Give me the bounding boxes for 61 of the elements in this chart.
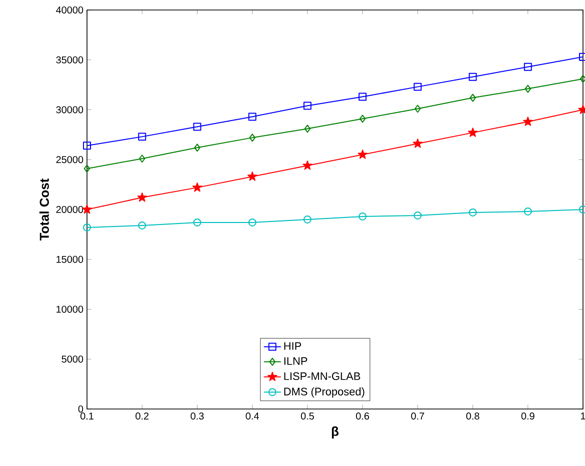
point <box>468 72 477 81</box>
point <box>193 218 202 226</box>
legend-label: DMS (Proposed) <box>284 387 364 398</box>
point <box>468 128 478 137</box>
point <box>137 192 147 202</box>
x-tick-label: 0.6 <box>356 412 370 420</box>
y-tick-label: 25000 <box>56 156 84 164</box>
x-tick-label: 1 <box>581 412 585 420</box>
x-tick-label: 0.9 <box>521 412 534 420</box>
point <box>82 204 92 214</box>
y-tick-label: 30000 <box>56 106 84 114</box>
y-tick-label: 5000 <box>62 356 84 363</box>
point <box>470 94 476 102</box>
y-tick-label: 15000 <box>56 256 84 263</box>
point <box>524 208 532 216</box>
point <box>248 218 256 226</box>
point <box>524 62 532 71</box>
point <box>138 154 146 163</box>
y-tick-label: 10000 <box>56 306 84 313</box>
x-tick-label: 0.1 <box>80 412 94 420</box>
point <box>304 124 311 133</box>
point <box>358 92 367 101</box>
point <box>249 134 256 142</box>
legend-label: HIP <box>284 342 302 350</box>
x-tick-label: 0.8 <box>466 412 480 420</box>
point <box>83 223 91 232</box>
point <box>414 104 421 113</box>
point <box>524 84 532 93</box>
point <box>84 164 90 173</box>
point <box>523 116 533 126</box>
point <box>138 221 146 230</box>
point <box>193 122 202 131</box>
point <box>303 102 312 110</box>
x-tick-label: 0.3 <box>190 412 204 420</box>
x-axis-title: β <box>332 426 339 438</box>
point <box>248 172 258 181</box>
y-tick-label: 40000 <box>56 6 84 14</box>
y-tick-label: 20000 <box>56 206 84 214</box>
y-tick-label: 35000 <box>56 56 84 64</box>
point <box>359 114 366 123</box>
x-tick-label: 0.5 <box>300 412 314 420</box>
x-tick-label: 0.2 <box>136 412 149 420</box>
point <box>414 82 422 91</box>
legend-label: LISP-MN-GLAB <box>284 372 360 380</box>
point <box>194 144 200 152</box>
point <box>303 215 312 224</box>
legend-label: ILNP <box>284 357 308 365</box>
point <box>412 138 422 148</box>
y-axis-title: Total Cost <box>39 178 49 241</box>
point <box>248 112 256 121</box>
point <box>358 212 367 220</box>
point <box>358 150 368 159</box>
point <box>192 182 202 192</box>
x-tick-label: 0.4 <box>246 412 259 420</box>
x-tick-label: 0.7 <box>411 412 424 420</box>
point <box>138 132 146 141</box>
point <box>302 160 312 170</box>
point <box>83 142 91 150</box>
point <box>468 208 477 216</box>
y-tick-label: 0 <box>78 405 84 413</box>
point <box>414 211 422 220</box>
